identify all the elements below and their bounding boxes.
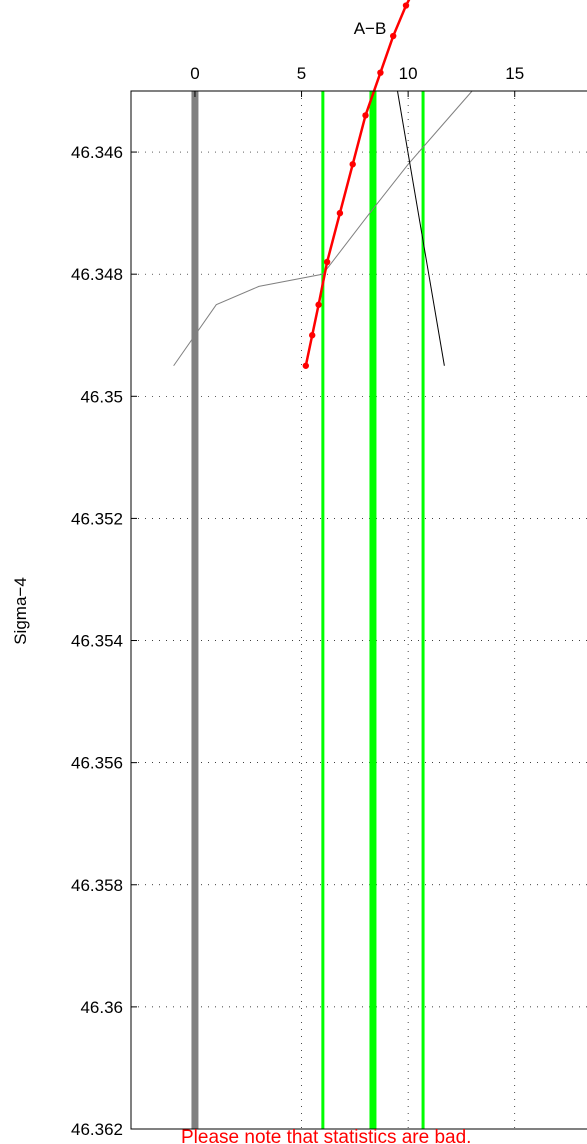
x-axis-label: A−B	[354, 19, 387, 38]
profile-point	[390, 32, 397, 40]
plot-frame	[130, 90, 587, 1130]
x-tick-label: 15	[505, 64, 524, 83]
x-tick-label: 5	[297, 64, 306, 83]
profile-point	[349, 161, 356, 168]
profile-point	[402, 2, 410, 9]
profile-point	[362, 112, 369, 119]
profile-point	[323, 258, 331, 266]
profile-point	[377, 69, 384, 76]
y-axis-ticks: 46.346 46.348 46.35 46.352 46.354 46.356 46.35…	[71, 143, 137, 1139]
profile-point	[315, 301, 322, 308]
y-tick-label: 46.36	[80, 998, 123, 1017]
y-tick-label: 46.358	[71, 876, 123, 895]
trend-line	[396, 90, 445, 366]
statistics-note: Please note that statistics are bad.	[181, 1127, 471, 1144]
y-axis-label: Sigma−4	[11, 577, 30, 645]
y-tick-label: 46.354	[71, 632, 123, 651]
y-tick-label: 46.346	[71, 143, 123, 162]
y-tick-label: 46.356	[71, 754, 123, 773]
reference-lines	[191, 91, 425, 1129]
profile-point	[336, 209, 344, 217]
y-tick-label: 46.348	[71, 265, 123, 284]
y-tick-label: 46.352	[71, 509, 123, 528]
x-axis-ticks: 0 5 10 15	[190, 64, 524, 97]
profile-point	[302, 362, 310, 369]
x-tick-label: 10	[399, 64, 418, 83]
grid	[131, 91, 587, 1130]
y-tick-label: 46.35	[80, 387, 123, 406]
x-tick-label: 0	[190, 64, 199, 83]
profile-point	[309, 332, 316, 339]
data-series	[173, 0, 473, 369]
fit-curve	[173, 90, 473, 367]
y-tick-label: 46.362	[71, 1120, 123, 1139]
